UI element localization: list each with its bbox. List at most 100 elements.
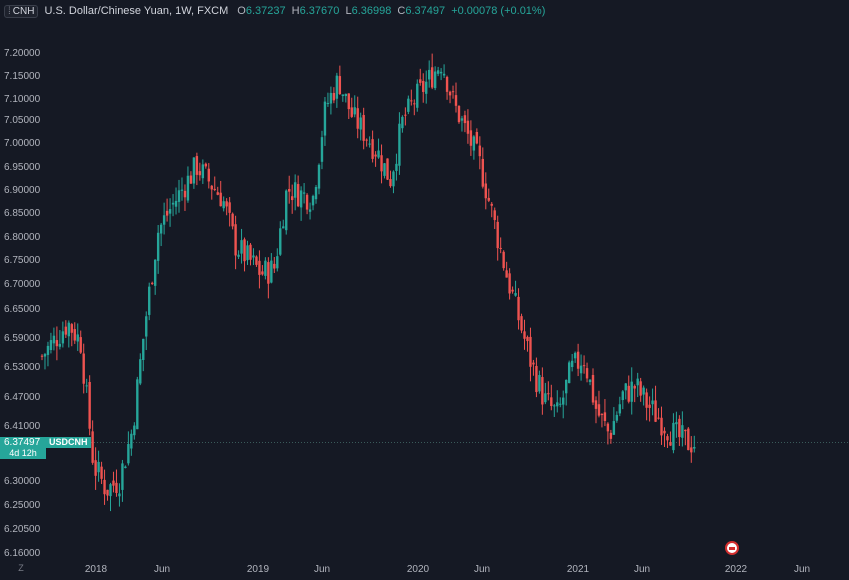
symbol-badge[interactable]: ⁞ CNH xyxy=(4,4,39,18)
candle-body xyxy=(639,381,642,396)
timezone-button[interactable]: Z xyxy=(18,563,24,573)
candle-body xyxy=(573,352,577,359)
candle-body xyxy=(591,374,595,403)
candle-body xyxy=(693,446,696,449)
y-tick-label: 6.90000 xyxy=(4,185,41,196)
candle-body xyxy=(550,397,553,407)
candle-body xyxy=(91,431,94,463)
candle-body xyxy=(207,168,210,182)
candle-body xyxy=(314,187,318,200)
y-tick-label: 6.65000 xyxy=(4,304,41,315)
candle-body xyxy=(430,67,434,88)
x-tick-label: 2019 xyxy=(247,564,270,575)
candle-body xyxy=(377,150,380,158)
candle-body xyxy=(282,226,285,229)
candle-body xyxy=(285,190,288,231)
candle-body xyxy=(142,338,145,361)
candle-body xyxy=(288,189,291,192)
candle-body xyxy=(103,479,106,495)
candle-body xyxy=(156,232,160,261)
y-tick-label: 6.53000 xyxy=(4,362,41,373)
x-tick-label: Jun xyxy=(474,564,490,575)
candle-body xyxy=(323,101,327,136)
candle-body xyxy=(368,143,371,145)
candle-body xyxy=(276,256,279,269)
x-tick-label: 2018 xyxy=(85,564,108,575)
candle-body xyxy=(329,92,333,104)
candle-body xyxy=(606,423,610,432)
y-tick-label: 6.16000 xyxy=(4,548,41,559)
candle-body xyxy=(94,460,97,476)
candle-body xyxy=(237,254,240,257)
candle-body xyxy=(490,203,493,206)
candle-body xyxy=(544,393,547,403)
candle-body xyxy=(332,92,336,101)
candle-body xyxy=(383,163,386,176)
candle-body xyxy=(672,422,675,451)
candle-body xyxy=(302,192,306,194)
y-tick-label: 7.20000 xyxy=(4,48,41,59)
candle-body xyxy=(517,296,520,321)
candle-body xyxy=(365,139,368,141)
y-tick-label: 6.70000 xyxy=(4,279,41,290)
x-tick-label: 2022 xyxy=(725,564,748,575)
candle-body xyxy=(180,189,184,191)
candle-body xyxy=(529,336,532,367)
candle-body xyxy=(603,412,607,421)
candle-body xyxy=(49,340,53,351)
y-tick-label: 6.80000 xyxy=(4,232,41,243)
candle-body xyxy=(243,239,246,262)
candle-body xyxy=(293,182,297,198)
candle-body xyxy=(451,91,455,93)
y-tick-label: 6.41000 xyxy=(4,421,41,432)
candle-body xyxy=(124,466,127,469)
candle-body xyxy=(311,195,315,206)
candle-body xyxy=(484,183,487,199)
candle-body xyxy=(547,393,550,395)
candle-body xyxy=(165,210,169,216)
candle-body xyxy=(246,245,249,261)
candle-body xyxy=(675,422,678,425)
candle-body xyxy=(684,429,687,432)
candle-body xyxy=(356,108,359,129)
candle-body xyxy=(609,432,613,439)
candle-body xyxy=(308,209,312,212)
candle-body xyxy=(439,71,443,74)
us-flag-event-icon[interactable] xyxy=(725,541,739,555)
candle-body xyxy=(567,362,571,384)
candle-body xyxy=(579,365,583,374)
candle-body xyxy=(636,378,639,386)
candle-body xyxy=(255,256,258,265)
candle-body xyxy=(118,493,121,497)
candle-body xyxy=(249,244,252,260)
candle-body xyxy=(61,331,65,344)
candle-body xyxy=(55,340,59,347)
y-tick-label: 6.20500 xyxy=(4,524,41,535)
y-tick-label: 7.15000 xyxy=(4,71,41,82)
candle-body xyxy=(46,345,50,355)
candle-body xyxy=(374,154,377,157)
candle-body xyxy=(457,105,461,123)
candle-body xyxy=(460,118,464,121)
candle-body xyxy=(454,95,458,106)
y-tick-label: 7.05000 xyxy=(4,115,41,126)
candle-body xyxy=(216,192,219,195)
candle-body xyxy=(234,224,237,256)
high-value: 6.37670 xyxy=(299,5,340,17)
candle-body xyxy=(448,91,452,96)
candle-body xyxy=(386,158,389,180)
candle-body xyxy=(627,385,630,402)
candle-body xyxy=(162,215,166,225)
candle-body xyxy=(559,403,562,405)
candle-body xyxy=(478,145,482,157)
candle-body xyxy=(290,196,294,201)
candle-body xyxy=(642,387,645,395)
x-tick-label: 2020 xyxy=(407,564,430,575)
candle-body xyxy=(70,324,73,333)
x-tick-label: Jun xyxy=(794,564,810,575)
candle-body xyxy=(335,75,339,99)
candle-body xyxy=(195,156,199,175)
candle-body xyxy=(58,343,62,347)
ohlc-readout: O6.37237 H6.37670 L6.36998 C6.37497 +0.0… xyxy=(237,5,546,17)
